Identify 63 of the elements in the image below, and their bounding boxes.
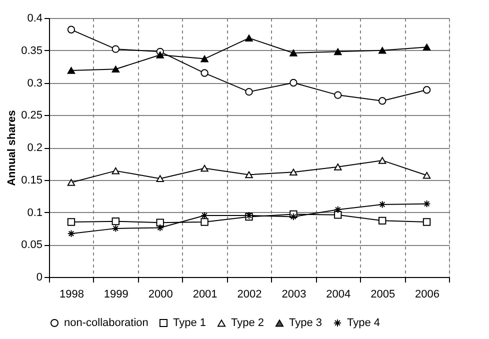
- x-tick-label: 2003: [282, 288, 306, 300]
- point: [245, 88, 253, 96]
- point: [200, 218, 208, 226]
- legend-label: non-collaboration: [64, 316, 148, 329]
- y-tick-label: 0.1: [27, 206, 42, 219]
- point: [422, 172, 431, 179]
- point: [245, 34, 253, 42]
- x-tick-label: 2006: [415, 288, 440, 300]
- point: [156, 52, 164, 58]
- point: [378, 157, 386, 164]
- point: [290, 168, 298, 176]
- point: [422, 86, 431, 94]
- point: [290, 212, 298, 221]
- point: [378, 97, 386, 105]
- point: [67, 26, 76, 34]
- point: [67, 67, 76, 74]
- x-tick-label: 2005: [370, 288, 396, 300]
- point: [156, 224, 164, 232]
- point: [334, 48, 342, 56]
- point: [422, 200, 431, 208]
- x-tick-label: 1999: [104, 288, 128, 300]
- point: [378, 46, 386, 54]
- y-tick-label: 0.25: [21, 110, 42, 122]
- y-tick-label: 0: [36, 272, 42, 284]
- point: [112, 167, 120, 174]
- point: [112, 224, 120, 232]
- point: [112, 45, 120, 53]
- legend-label: Type 4: [347, 316, 380, 329]
- point: [290, 78, 298, 87]
- point: [378, 216, 386, 225]
- x-tick-label: 2004: [326, 288, 351, 300]
- point: [67, 179, 76, 186]
- point: [334, 91, 342, 99]
- y-tick-label: 0.05: [21, 239, 42, 252]
- point: [112, 66, 120, 73]
- point: [200, 69, 208, 77]
- point: [334, 206, 342, 214]
- point: [245, 171, 253, 178]
- legend-label: Type 1: [173, 316, 206, 329]
- point: [422, 44, 431, 51]
- legend-label: Type 2: [231, 317, 264, 330]
- y-axis-title: Annual shares: [6, 110, 18, 186]
- point: [112, 217, 120, 226]
- legend-label: Type 3: [289, 317, 322, 330]
- point: [422, 218, 431, 226]
- x-tick-label: 2002: [237, 288, 262, 300]
- point: [334, 164, 342, 170]
- point: [67, 218, 76, 226]
- y-tick-label: 0.35: [21, 44, 42, 57]
- point: [290, 50, 298, 56]
- point: [200, 55, 208, 62]
- point: [378, 200, 386, 208]
- point: [200, 164, 208, 172]
- y-tick-label: 0.4: [27, 12, 42, 24]
- y-tick-label: 0.2: [27, 142, 42, 154]
- point: [67, 230, 76, 238]
- x-tick-label: 2001: [192, 288, 218, 300]
- x-tick-label: 1998: [59, 288, 84, 300]
- point: [200, 212, 208, 220]
- x-tick-label: 2000: [148, 288, 173, 300]
- point: [156, 175, 164, 182]
- y-tick-label: 0.3: [27, 77, 42, 90]
- y-tick-label: 0.15: [21, 174, 42, 186]
